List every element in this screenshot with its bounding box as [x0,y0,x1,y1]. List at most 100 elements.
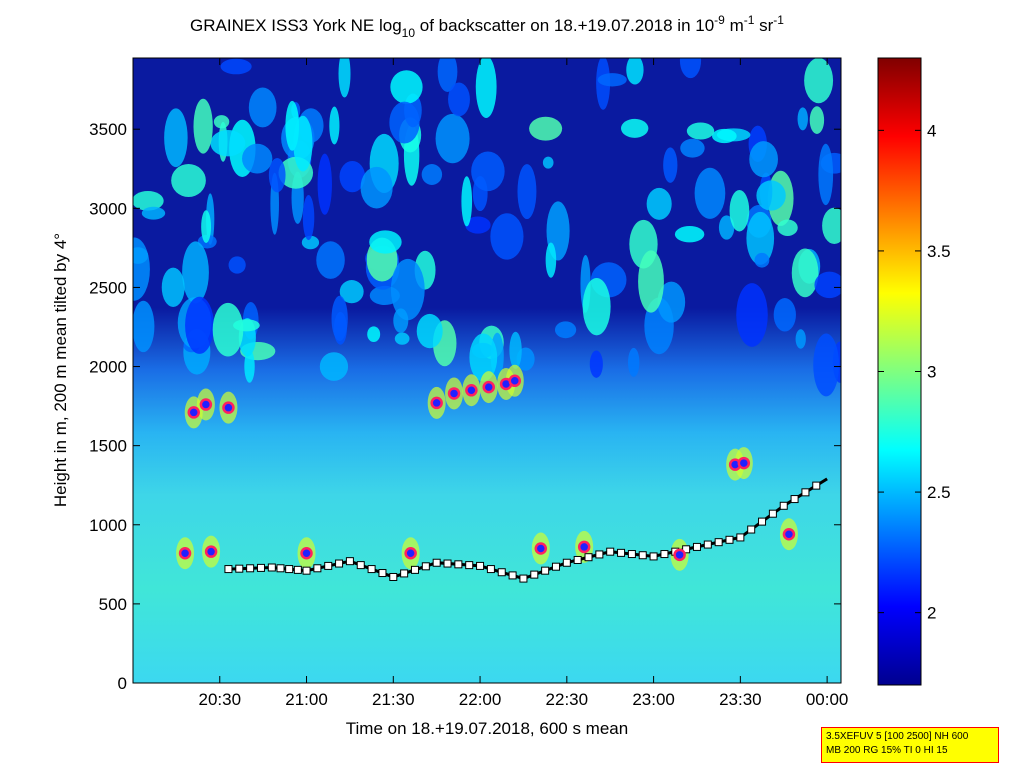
layer-marker [692,542,701,551]
cloud-base-marker [187,406,200,419]
x-tick-label: 21:00 [285,690,328,709]
layer-marker [627,550,636,559]
heatmap-patch [756,180,786,211]
heatmap-patch [367,326,381,343]
heatmap-patch [694,167,726,219]
heatmap-patch [814,271,841,299]
layer-marker [573,555,582,564]
heatmap-patch [316,241,345,279]
heatmap-patch [244,349,255,383]
layer-marker [682,545,691,554]
layer-marker [400,569,409,578]
heatmap-patch [437,58,458,92]
x-tick-label: 22:30 [546,690,589,709]
layer-marker [276,564,285,573]
x-tick-label: 22:00 [459,690,502,709]
layer-marker [454,560,463,569]
cloud-base-marker [737,456,751,470]
heatmap-patch [393,308,409,333]
layer-marker [389,572,398,581]
layer-marker [768,509,777,518]
layer-marker [562,558,571,567]
colorbar-tick-label: 2 [927,604,936,623]
y-tick-label: 1500 [89,437,127,456]
heatmap-patch [822,207,841,244]
heatmap-patch [193,98,213,154]
layer-marker [790,495,799,504]
heatmap-patch [389,101,420,144]
cloud-base-marker [199,398,213,411]
y-tick-label: 2000 [89,358,127,377]
heatmap-patch [339,160,366,193]
layer-marker [224,565,233,574]
y-tick-label: 2500 [89,278,127,297]
y-axis: 0 500 1000 1500 2000 2500 3000 3500 [89,120,841,693]
heatmap-patch [736,283,768,347]
y-tick-label: 3000 [89,199,127,218]
x-tick-label: 23:00 [632,690,675,709]
layer-marker [638,551,647,560]
layer-marker [649,552,658,561]
layer-marker [356,561,365,570]
cloud-base-marker [178,547,192,560]
layer-marker [443,559,452,568]
heatmap-patch [469,333,498,382]
heatmap-patch [161,267,185,308]
layer-marker [551,562,560,571]
colorbar-tick-label: 4 [927,121,936,140]
colorbar [877,57,922,686]
layer-marker [541,566,550,575]
heatmap-patch [545,242,557,278]
y-tick-label: 1000 [89,516,127,535]
colorbar-tick-label: 2.5 [927,483,951,502]
heatmap-patch [369,230,402,254]
heatmap-patch [394,332,410,345]
x-tick-label: 23:30 [719,690,762,709]
y-axis-label: Height in m, 200 m mean tilted by 4° [51,233,70,507]
heatmap-patch [212,302,244,357]
cloud-base-marker [222,401,235,414]
layer-marker [508,571,517,580]
layer-marker [267,563,276,572]
parameters-line-2: MB 200 RG 15% TI 0 HI 15 [826,745,948,756]
layer-marker [779,501,788,510]
heatmap-patch [331,295,348,342]
heatmap-patch [663,147,678,183]
heatmap-patch [210,129,246,157]
cloud-base-marker [430,396,443,410]
heatmap-patch [746,211,775,265]
cloud-base-marker [447,387,461,400]
cloud-base-marker [404,547,417,560]
layer-marker [285,565,294,574]
layer-marker [476,561,485,570]
heatmap-patch [319,352,349,381]
layer-marker [345,557,354,566]
layer-marker [801,488,810,497]
cloud-base-marker [508,374,522,388]
layer-marker [725,535,734,544]
heatmap-patch [301,235,320,250]
heatmap-patch [509,331,522,369]
heatmap-patch [133,300,155,353]
layer-marker [584,553,593,562]
y-tick-label: 500 [99,595,127,614]
heatmap-patch [791,248,819,298]
heatmap-patch [416,313,443,349]
layer-marker [714,538,723,547]
heatmap-patch [804,58,834,104]
heatmap-patch [448,82,470,117]
heatmap-patch [182,241,209,304]
heatmap-patch [680,138,705,158]
heatmap-patch [627,347,640,377]
heatmap-patch [554,321,577,339]
heatmap-patch [338,58,351,98]
layer-marker [367,565,376,574]
heatmap-patch [475,58,497,119]
heatmap-patch [729,189,750,232]
heatmap-patch [233,319,260,332]
layer-marker [378,569,387,578]
heatmap-patch [679,58,702,79]
heatmap-patch [646,187,672,220]
processing-parameters-box: 3.5XEFUV 5 [100 2500] NH 600 MB 200 RG 1… [821,727,999,763]
heatmap-patch [201,210,212,243]
